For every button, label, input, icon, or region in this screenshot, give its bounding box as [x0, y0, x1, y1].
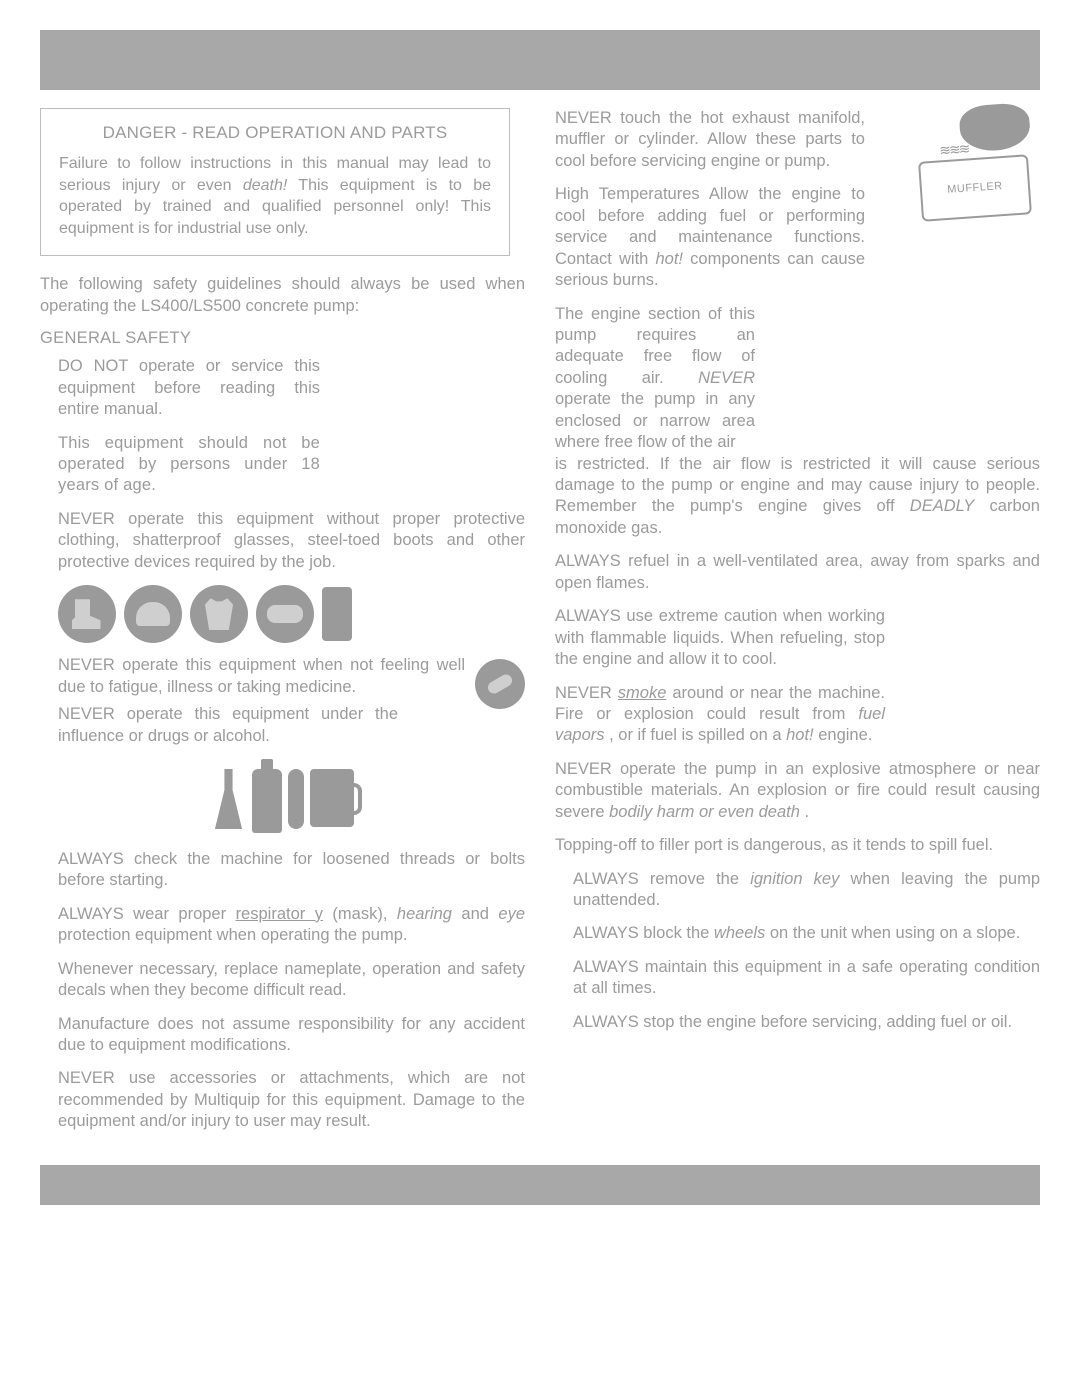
- right-p1: NEVER touch the hot exhaust manifold, mu…: [555, 108, 865, 172]
- boot-icon: [58, 585, 116, 643]
- intro-paragraph: The following safety guidelines should a…: [40, 274, 525, 317]
- tube-icon: [288, 769, 304, 829]
- danger-box: DANGER - READ OPERATION AND PARTS Failur…: [40, 108, 510, 256]
- left-p7-em2: eye: [498, 905, 525, 923]
- heat-waves-icon: ≋≋≋: [939, 140, 969, 159]
- muffler-label: MUFFLER: [947, 180, 1003, 196]
- right-p7-em: bodily harm or even death: [609, 803, 800, 821]
- right-p6-smoke: smoke: [618, 684, 667, 702]
- right-p2-em: hot!: [656, 250, 684, 268]
- right-p7: NEVER operate the pump in an explosive a…: [555, 759, 1040, 823]
- ppe-icon-row: [58, 585, 525, 643]
- right-p9-em: ignition key: [750, 870, 839, 888]
- right-p6-em2: hot!: [786, 726, 814, 744]
- left-p7-mid: (mask),: [323, 905, 397, 923]
- danger-body: Failure to follow instructions in this m…: [59, 153, 491, 239]
- footer-bar: [40, 1165, 1040, 1205]
- right-p6-mid2: , or if fuel is spilled on a: [605, 726, 787, 744]
- right-p10-em: wheels: [714, 924, 765, 942]
- right-p4: ALWAYS refuel in a well-ventilated area,…: [555, 551, 1040, 594]
- left-p3: NEVER operate this equipment without pro…: [40, 509, 525, 573]
- left-p5: NEVER operate this equipment under the i…: [58, 704, 398, 747]
- left-p2: This equipment should not be operated by…: [40, 433, 320, 497]
- left-p4-row: NEVER operate this equipment when not fe…: [40, 655, 525, 759]
- left-p7-ul: respirator y: [236, 905, 323, 923]
- right-p10-pre: ALWAYS block the: [573, 924, 714, 942]
- right-p7-post: .: [800, 803, 809, 821]
- extinguisher-icon: [322, 587, 352, 641]
- vest-icon: [190, 585, 248, 643]
- left-p7-mid2: and: [452, 905, 498, 923]
- left-p7-post: protection equipment when operating the …: [58, 926, 407, 944]
- general-safety-heading: GENERAL SAFETY: [40, 329, 525, 348]
- right-p6: NEVER smoke around or near the machine. …: [555, 683, 885, 747]
- right-p6-post: engine.: [814, 726, 873, 744]
- right-p11: ALWAYS maintain this equipment in a safe…: [555, 957, 1040, 1000]
- right-p3-em: NEVER: [698, 369, 755, 387]
- left-p4: NEVER operate this equipment when not fe…: [58, 655, 465, 698]
- left-p7-em1: hearing: [397, 905, 452, 923]
- right-p3-post: operate the pump in any enclosed or narr…: [555, 390, 755, 451]
- page: DANGER - READ OPERATION AND PARTS Failur…: [0, 0, 1080, 1245]
- left-p9: Manufacture does not assume responsibili…: [40, 1014, 525, 1057]
- right-p12: ALWAYS stop the engine before servicing,…: [555, 1012, 1040, 1033]
- left-p8: Whenever necessary, replace nameplate, o…: [40, 959, 525, 1002]
- right-p3b: is restricted. If the air flow is restri…: [555, 454, 1040, 540]
- right-column: ≋≋≋ MUFFLER NEVER touch the hot exhaust …: [555, 108, 1040, 1145]
- left-p10: NEVER use accessories or attachments, wh…: [40, 1068, 525, 1132]
- hand-icon: [958, 102, 1031, 153]
- right-p10: ALWAYS block the wheels on the unit when…: [555, 923, 1040, 944]
- jug-icon: [310, 769, 354, 827]
- right-p9: ALWAYS remove the ignition key when leav…: [555, 869, 1040, 912]
- right-p9-pre: ALWAYS remove the: [573, 870, 750, 888]
- right-p2: High Temperatures Allow the engine to co…: [555, 184, 865, 291]
- muffler-illustration: ≋≋≋ MUFFLER: [910, 108, 1040, 218]
- hardhat-icon: [124, 585, 182, 643]
- flask-icon: [212, 769, 246, 829]
- left-p7-pre: ALWAYS wear proper: [58, 905, 236, 923]
- right-p10-post: on the unit when using on a slope.: [765, 924, 1020, 942]
- muffler-box: ≋≋≋ MUFFLER: [918, 154, 1032, 222]
- medicine-icon: [475, 659, 525, 709]
- danger-body-em: death!: [243, 177, 287, 194]
- right-p5: ALWAYS use extreme caution when working …: [555, 606, 885, 670]
- left-p7: ALWAYS wear proper respirator y (mask), …: [40, 904, 525, 947]
- bottle-icon: [252, 769, 282, 833]
- left-p6: ALWAYS check the machine for loosened th…: [40, 849, 525, 892]
- right-p3b-em: DEADLY: [910, 497, 975, 515]
- right-p3: The engine section of this pump requires…: [555, 304, 755, 454]
- danger-title: DANGER - READ OPERATION AND PARTS: [59, 123, 491, 143]
- right-p6-pre: NEVER: [555, 684, 618, 702]
- left-p1: DO NOT operate or service this equipment…: [40, 356, 320, 420]
- left-column: DANGER - READ OPERATION AND PARTS Failur…: [40, 108, 525, 1145]
- goggles-icon: [256, 585, 314, 643]
- header-bar: [40, 30, 1040, 90]
- content-columns: DANGER - READ OPERATION AND PARTS Failur…: [40, 108, 1040, 1145]
- substances-icon-row: [40, 769, 525, 833]
- right-p8: Topping-off to filler port is dangerous,…: [555, 835, 1040, 856]
